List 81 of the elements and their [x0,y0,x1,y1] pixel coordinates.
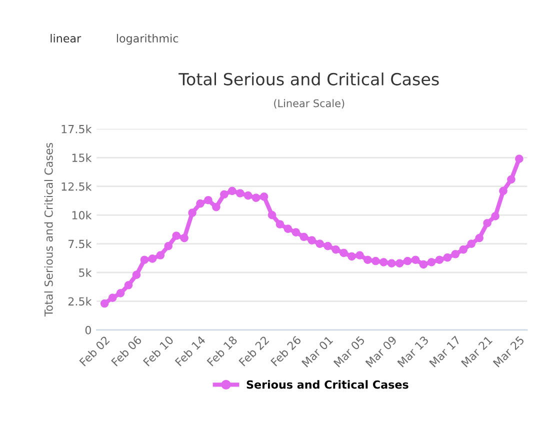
legend-label: Serious and Critical Cases [246,380,408,389]
x-tick-label: Mar 09 [365,335,398,368]
point [276,220,284,228]
y-tick-label: 17.5k [62,124,92,134]
point [212,202,220,212]
point [196,199,204,208]
text: logarithmic [116,34,178,45]
point [395,259,404,268]
x-tick-label: Mar 17 [429,336,461,368]
point [308,236,316,245]
point [475,234,484,242]
point [491,212,500,220]
point [148,254,157,263]
point [316,240,324,248]
x-tick-label: Mar 05 [333,336,366,368]
x-tick-label: Mar 01 [301,336,334,368]
point [324,242,332,250]
y-tick-label: 7.5k [68,240,92,248]
point [300,232,308,242]
y-tick-label: 10k [72,210,92,220]
point [515,154,524,163]
point [292,228,300,236]
point [348,252,356,261]
point [228,186,236,196]
point [260,192,268,201]
point [340,248,348,258]
point [451,250,460,258]
point [220,190,228,199]
point [419,260,428,269]
x-tick-label: Feb 06 [110,335,142,367]
point [443,253,452,262]
point [244,191,252,200]
point [403,256,412,266]
point [156,251,165,260]
point [124,280,133,290]
point [387,259,396,268]
point [411,256,420,264]
point [116,289,125,298]
point [483,218,492,228]
point [364,256,372,264]
x-tick-label: Feb 22 [238,336,270,367]
point [140,256,149,264]
text: linear [50,34,82,43]
point [284,224,292,234]
x-tick-label: Mar 25 [492,336,525,368]
point [268,210,276,220]
x-tick-label: Feb 26 [270,335,302,367]
point [164,242,173,250]
y-tick-label: 5k [79,268,92,277]
point [188,208,196,217]
x-tick-label: Feb 02 [78,336,110,367]
x-tick-label: Feb 10 [142,335,174,367]
point [499,186,508,196]
x-tick-label: Feb 18 [206,335,238,367]
point [427,258,436,266]
point [507,175,516,184]
point [204,196,212,204]
point [236,189,244,198]
point [435,256,444,264]
point [459,245,468,254]
point [379,258,388,266]
point [252,194,260,202]
point [108,294,117,302]
point [100,299,109,308]
y-tick-label: 0 [85,326,91,334]
chart-subtitle: (Linear Scale) [274,99,344,108]
point [356,251,364,260]
point [180,234,188,242]
point [372,256,380,266]
point [332,245,340,254]
y-tick-label: 12.5k [62,182,92,191]
point [132,270,141,279]
point [172,232,180,240]
point [467,240,476,248]
x-tick-label: Mar 21 [460,336,493,368]
chart-title: Total Serious and Critical Cases [178,72,439,86]
y-axis-title: Total Serious and Critical Cases [44,142,53,316]
y-tick-label: 15k [72,153,92,162]
y-tick-label: 2.5k [68,296,92,306]
x-tick-label: Feb 14 [174,335,206,367]
x-tick-label: Mar 13 [397,336,429,368]
